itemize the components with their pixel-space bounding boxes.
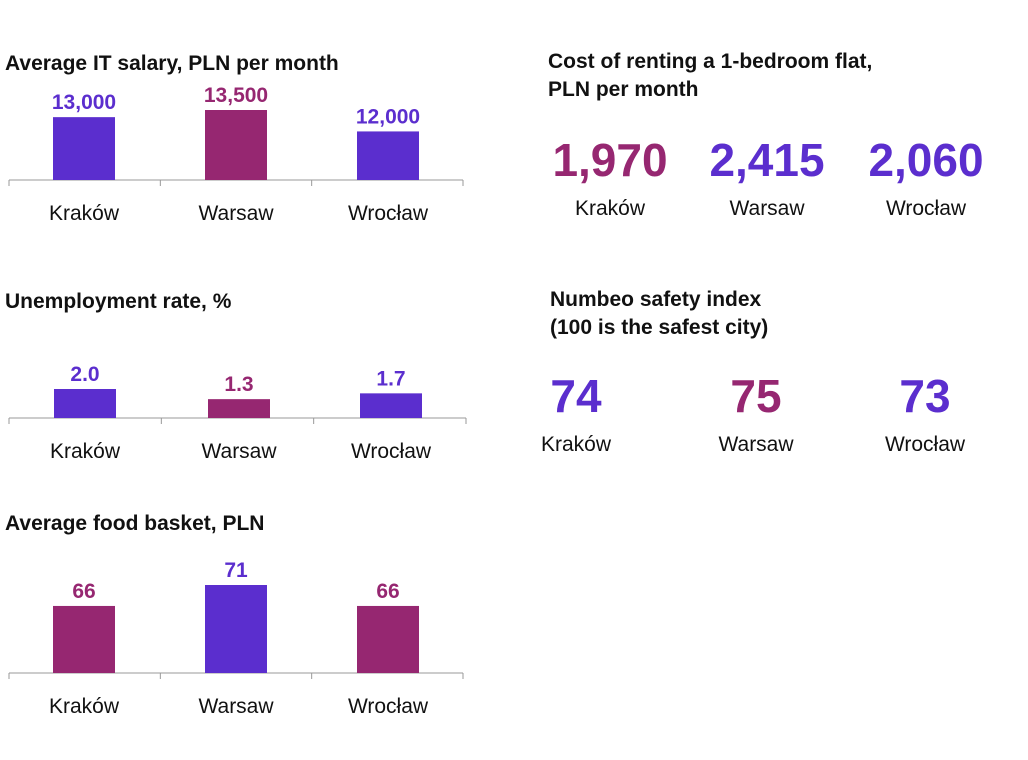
- category-label: Wrocław: [348, 202, 429, 225]
- data-label: 1.3: [224, 373, 253, 396]
- food-basket-chart-title: Average food basket, PLN: [5, 512, 265, 535]
- bar: [53, 117, 115, 180]
- data-label: 66: [72, 580, 95, 603]
- category-label: Kraków: [49, 202, 120, 225]
- category-label: Kraków: [49, 695, 120, 718]
- rent-title-line1: Cost of renting a 1-bedroom flat,: [548, 50, 873, 73]
- safety-title-line1: Numbeo safety index: [550, 288, 762, 311]
- data-label: 13,000: [52, 91, 116, 114]
- bar: [53, 605, 115, 673]
- safety-city-label: Warsaw: [718, 433, 794, 456]
- category-label: Wrocław: [351, 440, 432, 463]
- bar: [54, 389, 116, 418]
- data-label: 12,000: [356, 105, 420, 128]
- safety-title-line2: (100 is the safest city): [550, 316, 769, 339]
- safety-title: Numbeo safety index (100 is the safest c…: [550, 286, 768, 342]
- rent-stat-warsaw: 2,415 Warsaw: [692, 134, 842, 222]
- data-label: 13,500: [204, 84, 268, 107]
- rent-title-line2: PLN per month: [548, 78, 699, 101]
- bar: [360, 393, 422, 418]
- rent-value: 2,060: [868, 134, 984, 186]
- rent-city-label: Kraków: [574, 197, 646, 220]
- rent-value: 2,415: [709, 134, 825, 186]
- safety-city-label: Kraków: [540, 433, 612, 456]
- safety-stat-krakow: 74 Kraków: [516, 370, 636, 458]
- safety-stat-wroclaw: 73 Wrocław: [865, 370, 985, 458]
- data-label: 66: [376, 580, 399, 603]
- bar-chart-0: 13,000 Kraków 13,500 Warsaw 12,000 Wrocław: [8, 84, 464, 225]
- data-label: 2.0: [70, 363, 99, 386]
- salary-chart-title: Average IT salary, PLN per month: [5, 52, 339, 75]
- bar: [205, 585, 267, 673]
- rent-stat-krakow: 1,970 Kraków: [535, 134, 685, 222]
- safety-value: 73: [899, 370, 951, 422]
- rent-city-label: Warsaw: [729, 197, 805, 220]
- bar: [357, 605, 419, 673]
- data-label: 71: [224, 559, 248, 582]
- bar-chart-2: 66 Kraków 71 Warsaw 66 Wrocław: [8, 559, 464, 718]
- safety-value: 74: [550, 370, 602, 422]
- bar: [205, 110, 267, 180]
- data-label: 1.7: [376, 367, 405, 390]
- safety-stat-warsaw: 75 Warsaw: [696, 370, 816, 458]
- rent-stat-wroclaw: 2,060 Wrocław: [851, 134, 1001, 222]
- rent-city-label: Wrocław: [885, 197, 967, 220]
- rent-value: 1,970: [552, 134, 668, 186]
- bar-chart-1: 2.0 Kraków 1.3 Warsaw 1.7 Wrocław: [8, 363, 467, 463]
- category-label: Warsaw: [198, 695, 274, 718]
- category-label: Wrocław: [348, 695, 429, 718]
- category-label: Warsaw: [198, 202, 274, 225]
- rent-title: Cost of renting a 1-bedroom flat, PLN pe…: [548, 48, 872, 104]
- safety-value: 75: [730, 370, 782, 422]
- bar: [357, 131, 419, 180]
- unemployment-chart-title: Unemployment rate, %: [5, 290, 232, 313]
- safety-city-label: Wrocław: [884, 433, 966, 456]
- category-label: Warsaw: [201, 440, 277, 463]
- bar: [208, 399, 270, 418]
- category-label: Kraków: [50, 440, 121, 463]
